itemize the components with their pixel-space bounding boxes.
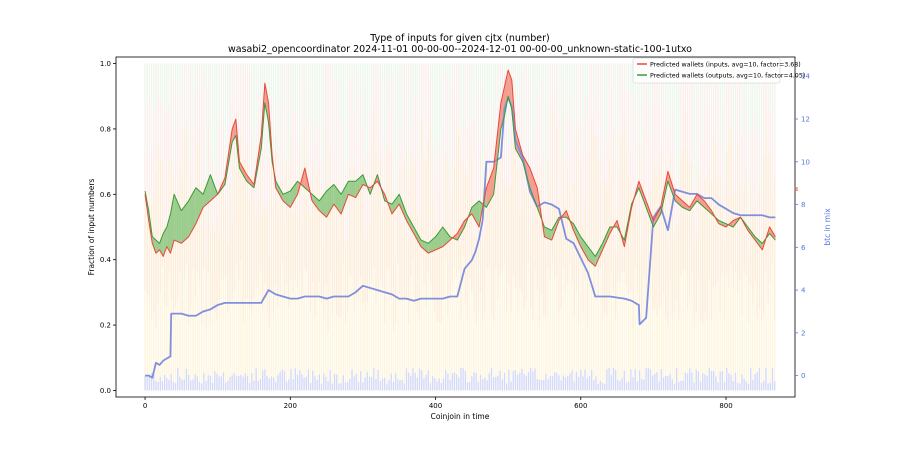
difference-fill-segment bbox=[573, 223, 581, 247]
difference-fill-segment bbox=[580, 236, 589, 260]
difference-fill-segment bbox=[275, 181, 284, 201]
difference-fill-segment bbox=[326, 184, 334, 218]
difference-fill-segment bbox=[457, 220, 465, 241]
x-tick-label: 0 bbox=[143, 402, 147, 410]
difference-fill-segment bbox=[152, 236, 156, 254]
x-tick-label: 800 bbox=[719, 402, 732, 410]
difference-fill-segment bbox=[239, 161, 247, 182]
difference-fill-segment bbox=[283, 191, 291, 208]
outputs-line bbox=[144, 95, 776, 257]
difference-fill-segment bbox=[486, 168, 494, 208]
difference-fill-segment bbox=[406, 213, 414, 234]
difference-fill-segment bbox=[319, 191, 327, 218]
difference-fill-segment bbox=[166, 213, 171, 254]
y-tick-label: 0.8 bbox=[100, 125, 111, 133]
y-tick-label: 0.4 bbox=[100, 256, 112, 264]
difference-fill-segment bbox=[155, 240, 160, 254]
difference-fill-segment bbox=[646, 200, 654, 227]
difference-fill-segment bbox=[675, 194, 683, 208]
difference-fill-segment bbox=[471, 200, 480, 227]
y2-axis-label: btc in mix bbox=[823, 208, 832, 246]
difference-fill-segment bbox=[181, 200, 189, 244]
inputs-line bbox=[144, 69, 776, 267]
y-tick-label: 1.0 bbox=[100, 60, 111, 68]
difference-fill-segment bbox=[264, 83, 269, 123]
y-tick-label: 0.6 bbox=[100, 191, 112, 199]
stacked-input-type-bars bbox=[144, 63, 776, 391]
y2-axis: 0 2 4 6 8 10 12 14 bbox=[795, 73, 810, 380]
y2-tick-label: 6 bbox=[801, 244, 806, 252]
difference-fill-segment bbox=[333, 184, 342, 214]
difference-fill-segment bbox=[203, 174, 211, 208]
difference-fill-segment bbox=[355, 174, 363, 198]
y2-tick-label: 4 bbox=[801, 287, 806, 295]
difference-fill-segment bbox=[718, 220, 727, 227]
y2-tick-label: 12 bbox=[801, 116, 810, 124]
annotation-marker: w bbox=[793, 186, 800, 191]
y-tick-label: 0.0 bbox=[100, 387, 111, 395]
plot-frame bbox=[115, 56, 796, 398]
y2-tick-label: 14 bbox=[801, 73, 810, 81]
difference-fill-segment bbox=[653, 207, 661, 227]
y-axis: 0.0 0.2 0.4 0.6 0.8 1.0 bbox=[100, 60, 116, 395]
difference-fill-segment bbox=[413, 227, 422, 247]
y2-tick-label: 10 bbox=[801, 158, 810, 166]
difference-fill-segment bbox=[341, 181, 349, 214]
difference-fill-segment bbox=[348, 181, 356, 198]
y-axis-label: Fraction of input numbers bbox=[87, 179, 96, 276]
legend: Predicted wallets (inputs, avg=10, facto… bbox=[632, 57, 805, 84]
difference-fill-segment bbox=[595, 243, 603, 267]
chart-title: Type of inputs for given cjtx (number) bbox=[369, 33, 549, 44]
difference-fill-segment bbox=[529, 168, 538, 208]
btc-in-mix-line bbox=[145, 96, 776, 379]
y2-tick-label: 2 bbox=[801, 329, 805, 337]
y2-tick-label: 8 bbox=[801, 201, 805, 209]
chart-subtitle: wasabi2_opencoordinator 2024-11-01 00-00… bbox=[228, 44, 692, 55]
difference-fill-segment bbox=[210, 174, 218, 201]
y2-tick-label: 0 bbox=[801, 372, 805, 380]
x-tick-label: 600 bbox=[574, 402, 587, 410]
x-tick-label: 400 bbox=[429, 402, 442, 410]
legend-box bbox=[632, 57, 781, 84]
difference-fill-segment bbox=[312, 194, 320, 211]
difference-fill-segment bbox=[290, 181, 298, 208]
legend-label-outputs: Predicted wallets (outputs, avg=10, fact… bbox=[650, 73, 805, 80]
difference-fill-segment bbox=[195, 187, 204, 224]
x-axis-label: Coinjoin in time bbox=[431, 412, 490, 421]
difference-fill-segment bbox=[435, 227, 443, 250]
difference-fill-segment bbox=[391, 194, 400, 214]
series-lines bbox=[144, 69, 776, 379]
difference-fill-segment bbox=[421, 240, 429, 254]
y-tick-label: 0.2 bbox=[100, 322, 111, 330]
difference-fill-segment bbox=[442, 227, 451, 247]
difference-fill-segment bbox=[544, 227, 552, 241]
x-tick-label: 200 bbox=[284, 402, 297, 410]
difference-fill-segment bbox=[188, 187, 196, 237]
difference-fill-segment bbox=[602, 227, 610, 250]
difference-fill-segment bbox=[428, 236, 436, 254]
legend-label-inputs: Predicted wallets (inputs, avg=10, facto… bbox=[650, 62, 801, 69]
difference-fill-segment bbox=[638, 181, 647, 208]
difference-fill-segment bbox=[170, 194, 175, 254]
difference-fill-segment bbox=[696, 194, 705, 208]
x-axis: 0 200 400 600 800 bbox=[143, 397, 733, 410]
difference-fill-segment bbox=[174, 194, 182, 244]
difference-fill-segment bbox=[399, 194, 407, 221]
difference-fill-segment bbox=[588, 246, 596, 267]
difference-fill-segment bbox=[493, 102, 501, 195]
